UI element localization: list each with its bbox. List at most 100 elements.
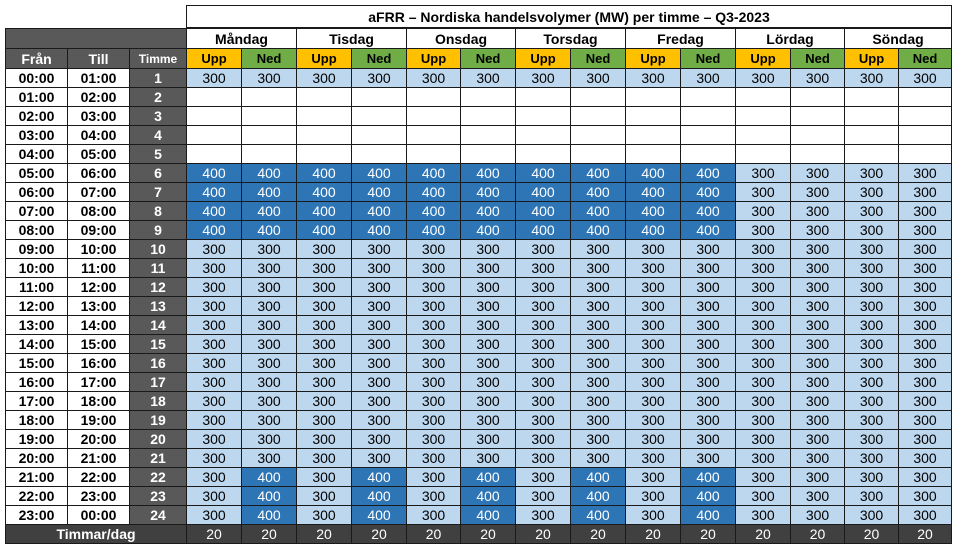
volume-cell: 400 [570,486,626,506]
ned-header: Ned [241,48,297,69]
volume-cell [460,144,516,164]
volume-cell [515,87,571,107]
volume-cell: 300 [844,467,899,487]
table-row: 05:00 06:00 6 400 400 400 400 400 400 400 400 400 40… [5,163,952,183]
volume-cell: 300 [296,239,352,259]
volume-cell: 300 [735,296,791,316]
volume-cell: 300 [186,239,242,259]
hour-cell: 12 [129,277,187,297]
volume-cell: 300 [625,258,681,278]
volume-cell: 400 [680,220,736,240]
from-cell: 10:00 [5,258,68,278]
upp-header: Upp [625,48,681,69]
volume-cell: 400 [570,182,626,202]
volume-cell: 400 [570,505,626,525]
volume-cell: 300 [515,353,571,373]
volume-cell: 300 [625,391,681,411]
volume-cell: 300 [515,277,571,297]
volume-cell: 300 [406,467,461,487]
upp-header: Upp [515,48,571,69]
volume-cell: 300 [460,353,516,373]
volume-cell: 400 [406,163,461,183]
volume-cell: 400 [460,201,516,221]
volume-cell: 300 [460,448,516,468]
header-till: Till [67,48,130,69]
volume-cell [406,125,461,145]
volume-cell: 300 [570,277,626,297]
footer-value: 20 [515,524,571,544]
volume-cell: 300 [680,391,736,411]
volume-cell: 300 [735,353,791,373]
volume-cell [515,125,571,145]
from-cell: 15:00 [5,353,68,373]
volume-cell: 300 [186,315,242,335]
volume-cell: 300 [570,353,626,373]
volume-cell [460,125,516,145]
volume-cell: 300 [680,68,736,88]
volume-cell: 300 [351,353,407,373]
footer-value: 20 [625,524,681,544]
table-row: 14:00 15:00 15 300 300 300 300 300 300 300 300 300 3… [5,334,952,354]
volume-cell: 300 [790,410,845,430]
volume-cell: 300 [241,448,297,468]
footer-value: 20 [570,524,626,544]
volume-cell: 300 [898,391,952,411]
to-cell: 19:00 [67,410,130,430]
volume-cell: 300 [790,391,845,411]
volume-cell: 300 [296,334,352,354]
footer-value: 20 [351,524,407,544]
volume-cell: 300 [898,296,952,316]
day-header: Tisdag [296,27,407,49]
volume-table: aFRR – Nordiska handelsvolymer (MW) per … [5,5,952,544]
volume-cell: 300 [790,239,845,259]
volume-cell [898,106,952,126]
volume-cell: 300 [406,277,461,297]
to-cell: 23:00 [67,486,130,506]
volume-cell: 400 [570,163,626,183]
volume-cell: 300 [680,429,736,449]
volume-cell: 300 [515,391,571,411]
hour-cell: 4 [129,125,187,145]
volume-cell: 300 [844,163,899,183]
volume-cell: 300 [460,277,516,297]
hour-cell: 7 [129,182,187,202]
volume-cell: 300 [570,448,626,468]
volume-cell: 300 [844,429,899,449]
volume-cell: 300 [790,353,845,373]
hour-cell: 18 [129,391,187,411]
volume-cell: 300 [844,258,899,278]
volume-cell [570,106,626,126]
volume-cell: 300 [898,353,952,373]
volume-cell: 300 [186,277,242,297]
volume-cell [680,125,736,145]
volume-cell: 300 [515,315,571,335]
volume-cell: 300 [680,334,736,354]
volume-cell: 400 [680,467,736,487]
volume-cell: 300 [680,239,736,259]
volume-cell: 300 [898,429,952,449]
volume-cell: 300 [844,220,899,240]
volume-cell: 300 [241,315,297,335]
volume-cell: 300 [241,372,297,392]
volume-cell [186,125,242,145]
volume-cell: 300 [898,163,952,183]
volume-cell: 300 [898,486,952,506]
volume-cell: 300 [460,410,516,430]
to-cell: 09:00 [67,220,130,240]
volume-cell [351,106,407,126]
volume-cell: 300 [790,258,845,278]
volume-cell: 300 [844,315,899,335]
volume-cell: 400 [460,163,516,183]
table-row: 15:00 16:00 16 300 300 300 300 300 300 300 300 300 3… [5,353,952,373]
corner-header [5,27,187,49]
day-header: Söndag [844,27,952,49]
table-row: 21:00 22:00 22 300 400 300 400 300 400 300 400 300 4… [5,467,952,487]
volume-cell: 300 [460,372,516,392]
volume-cell: 300 [625,296,681,316]
volume-cell: 300 [790,296,845,316]
from-cell: 11:00 [5,277,68,297]
volume-cell: 300 [515,429,571,449]
from-cell: 13:00 [5,315,68,335]
to-cell: 12:00 [67,277,130,297]
volume-cell: 300 [515,467,571,487]
